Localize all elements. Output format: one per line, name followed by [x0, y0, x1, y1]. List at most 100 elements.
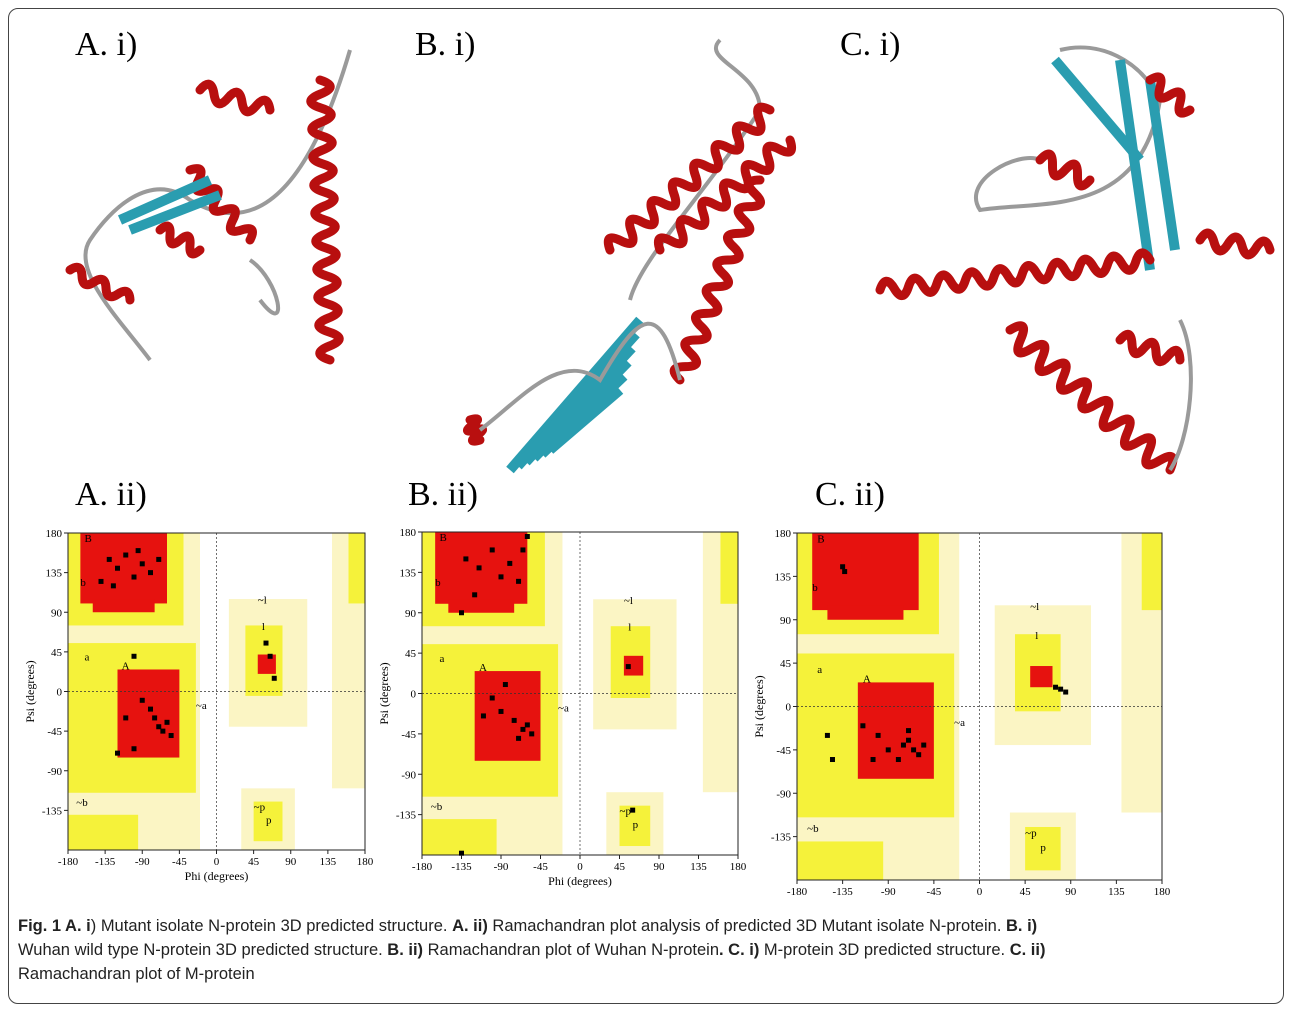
y-tick-label: -90 [776, 788, 791, 800]
region-label: ~b [431, 801, 443, 813]
residue-point [906, 728, 912, 734]
residue-point [916, 752, 922, 758]
strand [1115, 59, 1155, 271]
residue-point [900, 742, 906, 748]
residue-point [875, 732, 881, 738]
caption-bold: Fig. 1 A. i [18, 917, 91, 935]
y-tick-label: 135 [400, 567, 417, 579]
residue-point [160, 728, 166, 734]
strand [546, 386, 624, 454]
y-tick-label: 90 [51, 607, 63, 619]
caption: Fig. 1 A. i) Mutant isolate N-protein 3D… [18, 914, 1278, 986]
y-tick-label: -45 [47, 726, 62, 738]
region-label: a [817, 664, 822, 676]
residue-point [516, 735, 522, 741]
x-tick-label: -180 [787, 886, 808, 898]
residue-point [921, 742, 927, 748]
core-region [623, 655, 644, 676]
helix [875, 248, 1155, 301]
x-tick-label: 0 [577, 861, 583, 873]
residue-point [472, 592, 478, 598]
x-tick-label: 135 [320, 856, 337, 868]
helix [1005, 321, 1178, 475]
caption-bold: C. ii) [1009, 941, 1046, 959]
helix [669, 175, 765, 385]
residue-point [1053, 684, 1059, 690]
residue-point [115, 565, 120, 571]
residue-point [524, 722, 530, 728]
region-label: B [817, 534, 824, 546]
x-axis-label: Phi (degrees) [948, 899, 1012, 900]
panel-label: C. i) [840, 26, 900, 63]
x-tick-label: 90 [654, 861, 666, 873]
core-region [80, 533, 167, 604]
caption-bold: B. ii) [387, 941, 424, 959]
ramachandran-plot: Bb Aa l ~l p~p ~b ~a -180 -135 -90 -45 0 45 90 135 180 -… [23, 476, 374, 883]
residue-point [476, 565, 482, 571]
residue-point [885, 747, 891, 753]
region-label: b [435, 577, 441, 589]
y-axis-label: Psi (degrees) [23, 660, 37, 722]
residue-point [520, 726, 526, 732]
residue-point [1058, 686, 1064, 692]
core-region [812, 533, 919, 611]
panel-label: A. ii) [75, 476, 147, 513]
y-tick-label: 0 [57, 687, 63, 699]
core-region [448, 599, 515, 613]
y-tick-label: -135 [42, 805, 63, 817]
residue-point [895, 757, 901, 763]
ramachandran-plot: Bb Aa l ~l p~p ~b ~a -180 -135 -90 -45 0 45 90 135 180 -… [752, 476, 1171, 900]
strand [1145, 79, 1180, 251]
allowed-region [68, 814, 139, 850]
residue-point [106, 556, 112, 562]
x-tick-label: -135 [833, 886, 854, 898]
residue-point [98, 578, 104, 584]
residue-point [271, 675, 277, 681]
residue-point [840, 564, 846, 570]
y-tick-label: 90 [780, 615, 792, 627]
residue-point [164, 719, 170, 725]
y-tick-label: 180 [775, 528, 792, 540]
helix [1145, 72, 1195, 118]
residue-point [148, 706, 153, 712]
region-label: A [863, 673, 871, 685]
residue-point [911, 747, 917, 753]
x-tick-label: 45 [248, 856, 260, 868]
x-tick-label: 180 [357, 856, 374, 868]
residue-point [152, 715, 158, 721]
y-tick-label: -45 [401, 729, 416, 741]
helix [1195, 228, 1275, 260]
x-tick-label: 90 [285, 856, 297, 868]
x-tick-label: 0 [214, 856, 220, 868]
region-label: ~a [558, 702, 569, 714]
caption-text: Ramachandran plot of M-protein [18, 965, 255, 983]
figure-frame [8, 8, 1284, 1004]
residue-point [489, 695, 495, 701]
residue-point [906, 737, 912, 743]
region-label: B [440, 532, 447, 544]
y-tick-label: 90 [405, 608, 417, 620]
caption-bold: . C. i) [719, 941, 760, 959]
region-label: l [262, 621, 265, 633]
allowed-region [422, 819, 497, 855]
panel-label: C. ii) [815, 476, 885, 513]
x-tick-label: -180 [412, 861, 433, 873]
helix [65, 262, 135, 305]
residue-point [870, 757, 876, 763]
y-tick-label: 135 [46, 568, 63, 580]
region-label: p [633, 819, 639, 831]
region-label: ~p [1025, 828, 1037, 840]
strand [128, 190, 222, 235]
caption-text: Wuhan wild type N-protein 3D predicted s… [18, 941, 388, 959]
residue-point [480, 713, 486, 719]
x-tick-label: 135 [690, 861, 707, 873]
region-label: A [122, 660, 130, 672]
x-tick-label: -180 [58, 856, 79, 868]
caption-text: Ramachandran plot analysis of predicted … [487, 917, 1006, 935]
coil [1168, 319, 1193, 472]
helix [603, 102, 775, 255]
allowed-region [253, 801, 283, 842]
region-label: ~p [620, 806, 632, 818]
residue-point [511, 717, 517, 723]
residue-point [131, 574, 137, 580]
